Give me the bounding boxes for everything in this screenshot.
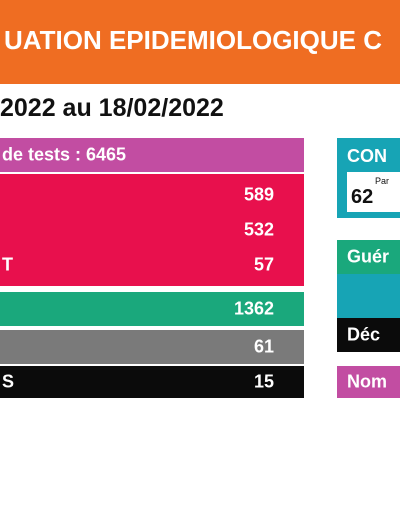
- tests-label: de tests : 6465: [2, 144, 127, 165]
- grey-bar: 61: [0, 330, 304, 364]
- cases-row-2-value: 532: [243, 219, 274, 240]
- recovered-sub-panel: [337, 274, 400, 318]
- grey-bar-value: 61: [253, 336, 274, 357]
- recovered-panel: Guér: [337, 240, 400, 274]
- cases-block: 589 532 T 57: [0, 174, 304, 286]
- confirmed-number: 62: [351, 186, 374, 208]
- number-label: Nom: [347, 371, 387, 392]
- confirmed-small-label: Par: [375, 176, 390, 186]
- cases-row-3-value: 57: [253, 254, 274, 275]
- confirmed-panel: CON Par 62: [337, 138, 400, 218]
- confirmed-title: CON: [347, 146, 387, 166]
- cases-row-2: 532: [0, 213, 304, 247]
- recovered-label: Guér: [347, 246, 390, 267]
- header-title: UATION EPIDEMIOLOGIQUE C: [4, 25, 382, 55]
- black-bar-label: S: [2, 371, 15, 392]
- black-bar: S 15: [0, 366, 304, 398]
- green-bar: 1362: [0, 292, 304, 326]
- cases-row-1-value: 589: [243, 184, 274, 205]
- confirmed-box: Par 62: [347, 172, 400, 212]
- tests-bar: de tests : 6465: [0, 138, 304, 172]
- header-banner: UATION EPIDEMIOLOGIQUE C: [0, 0, 400, 84]
- cases-row-3-label: T: [2, 254, 13, 275]
- cases-row-1: 589: [0, 178, 304, 212]
- deaths-panel: Déc: [337, 318, 400, 352]
- green-bar-value: 1362: [233, 298, 274, 319]
- deaths-label: Déc: [347, 324, 381, 345]
- cases-row-3: T 57: [0, 248, 304, 282]
- number-panel: Nom: [337, 366, 400, 398]
- black-bar-value: 15: [253, 371, 274, 392]
- period-text: 2022 au 18/02/2022: [0, 94, 224, 122]
